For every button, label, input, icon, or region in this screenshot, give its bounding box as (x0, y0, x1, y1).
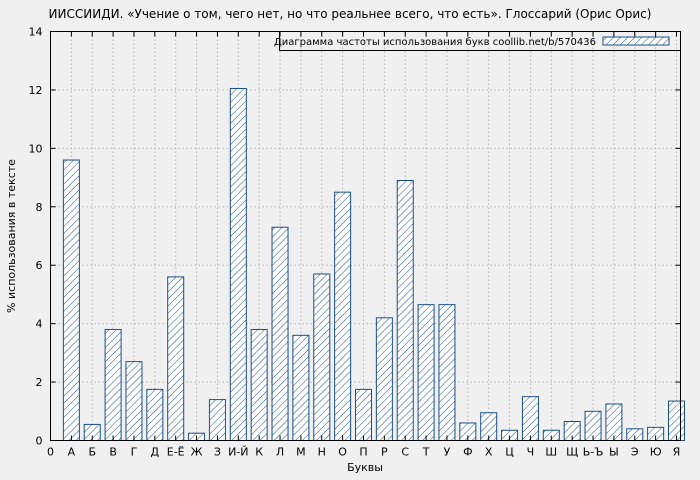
x-tick-А: А (68, 446, 76, 459)
y-tick-10: 10 (29, 142, 43, 155)
bar-А (62, 159, 80, 442)
x-tick-Ю: Ю (650, 446, 662, 459)
tick-marks (50, 31, 681, 441)
y-axis-label: % использования в тексте (5, 159, 18, 313)
x-tick-О: О (338, 446, 347, 459)
x-tick-Д: Д (151, 446, 160, 459)
bar-Ы (605, 403, 623, 442)
x-tick-К: К (255, 446, 263, 459)
bar-П (355, 388, 372, 441)
bar-О (334, 191, 352, 441)
x-tick-Ш: Ш (545, 446, 557, 459)
bar-М (292, 334, 310, 442)
x-tick-Ц: Ц (505, 446, 514, 459)
chart-title: ИИССИИДИ. «Учение о том, чего нет, но чт… (48, 7, 652, 21)
plot-border (50, 31, 681, 441)
bar-Л (271, 226, 289, 441)
x-tick-Е-Ё: Е-Ё (167, 446, 185, 459)
y-tick-labels: 0 2 4 6 8 10 12 14 (29, 26, 43, 448)
x-axis-label: Буквы (347, 461, 383, 474)
bar-Е-Ё (167, 276, 185, 441)
x-tick-В: В (109, 446, 117, 459)
bar-З (208, 399, 226, 442)
x-tick-И-Й: И-Й (228, 446, 248, 459)
x-tick-Ы: Ы (609, 446, 619, 459)
y-tick-6: 6 (36, 259, 43, 272)
x-tick-Ь-Ъ: Ь-Ъ (583, 446, 604, 459)
legend-swatch (602, 36, 670, 46)
bar-Г (125, 361, 143, 441)
legend-label: Диаграмма частоты использования букв coo… (274, 37, 596, 48)
bar-К (250, 328, 268, 441)
legend: Диаграмма частоты использования букв coo… (274, 31, 681, 51)
x-tick-С: С (401, 446, 409, 459)
x-tick-Б: Б (88, 446, 96, 459)
bar-И-Й (229, 87, 247, 441)
x-tick-Ж: Ж (191, 446, 203, 459)
bar-В (104, 328, 122, 441)
bar-Д (146, 388, 164, 441)
bars (62, 87, 685, 442)
x-tick-П: П (359, 446, 367, 459)
x-tick-У: У (444, 446, 451, 459)
y-tick-14: 14 (29, 26, 43, 39)
x-tick-Х: Х (485, 446, 493, 459)
x-tick-Я: Я (673, 446, 681, 459)
y-tick-0: 0 (36, 435, 43, 448)
x-tick-З: З (214, 446, 221, 459)
bar-С (396, 179, 414, 441)
bar-Ч (521, 396, 539, 441)
x-tick-origin: 0 (47, 446, 54, 459)
y-tick-2: 2 (36, 376, 43, 389)
y-tick-12: 12 (29, 84, 43, 97)
x-tick-Л: Л (276, 446, 284, 459)
x-tick-Э: Э (631, 446, 639, 459)
y-tick-8: 8 (36, 201, 43, 214)
x-tick-М: М (296, 446, 306, 459)
bar-У (438, 304, 456, 441)
x-tick-Г: Г (131, 446, 138, 459)
x-tick-Р: Р (381, 446, 388, 459)
y-tick-4: 4 (36, 318, 43, 331)
bar-Т (417, 304, 435, 441)
x-tick-Щ: Щ (566, 446, 578, 459)
x-tick-Т: Т (422, 446, 430, 459)
bar-Н (313, 273, 331, 441)
x-tick-Ч: Ч (527, 446, 535, 459)
x-tick-labels: 0 А Б В Г Д Е-Ё Ж З И-Й К Л М Н О П Р С Т У Ф Х Ц Ч Ш Щ Ь-Ъ Ы Э Ю Я (47, 446, 680, 459)
bar-Р (375, 317, 393, 441)
bar-Я (668, 400, 685, 441)
x-tick-Ф: Ф (463, 446, 472, 459)
gridlines (50, 31, 681, 441)
legend-box (279, 31, 681, 51)
x-tick-Н: Н (318, 446, 326, 459)
